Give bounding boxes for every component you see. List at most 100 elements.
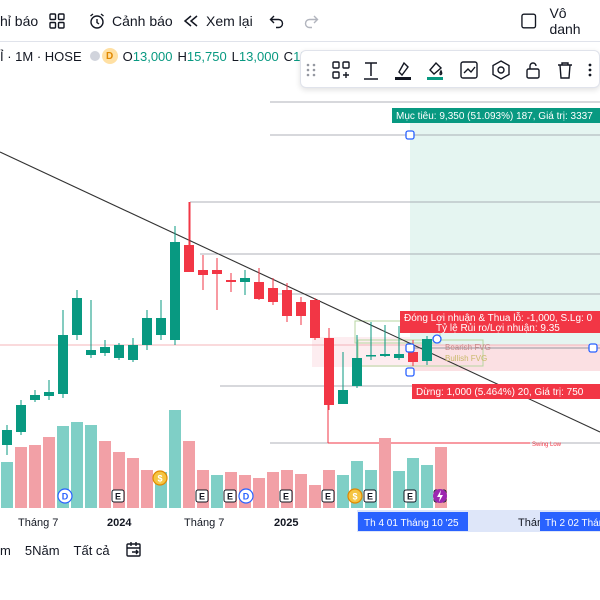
candle-body	[212, 270, 222, 274]
candle-body	[100, 347, 110, 353]
candle-body	[282, 290, 292, 316]
svg-text:E: E	[227, 492, 233, 502]
alert-button[interactable]: Cảnh báo	[88, 11, 173, 31]
svg-text:D: D	[62, 492, 69, 502]
svg-text:E: E	[367, 492, 373, 502]
event-marker-dividend[interactable]: $	[347, 488, 363, 504]
date-badge-1-text: Th 4 01 Tháng 10 '25	[364, 518, 459, 529]
volume-bar	[421, 465, 433, 508]
range-button-all[interactable]: Tất cả	[73, 542, 110, 558]
high-value: 15,750	[186, 48, 227, 64]
volume-bar	[1, 462, 13, 508]
add-template-icon[interactable]	[329, 58, 353, 82]
fill-color-icon[interactable]	[423, 58, 447, 82]
candle-body	[142, 318, 152, 345]
volume-bar	[29, 445, 41, 508]
candle-body	[16, 405, 26, 432]
candle-body	[268, 288, 278, 302]
text-color-icon[interactable]	[391, 58, 415, 82]
target-zone	[410, 123, 600, 345]
candle-body	[296, 302, 306, 316]
top-toolbar: hỉ báo Cảnh báo Xem lại	[0, 0, 600, 42]
event-marker-earnings[interactable]: E	[403, 489, 417, 503]
candle-body	[30, 395, 40, 400]
undo-button[interactable]	[268, 11, 286, 31]
symbol-name[interactable]: Ỉ · 1M · HOSE	[0, 48, 82, 64]
event-marker-earnings[interactable]: E	[195, 489, 209, 503]
candle-body	[128, 345, 138, 360]
volume-bar	[295, 474, 307, 508]
trash-icon[interactable]	[553, 58, 577, 82]
event-marker-earnings[interactable]: E	[111, 489, 125, 503]
event-marker-earnings[interactable]: E	[363, 489, 377, 503]
candle-body	[408, 352, 418, 362]
candle-body	[156, 318, 166, 335]
layout-square-icon	[521, 13, 537, 29]
volume-bar	[127, 458, 139, 508]
lock-icon[interactable]	[521, 58, 545, 82]
position-handle	[405, 367, 415, 377]
volume-bar	[15, 447, 27, 508]
date-badge-2-text: Th 2 02 Tháng	[545, 518, 600, 529]
settings-hex-icon[interactable]	[489, 58, 513, 82]
event-marker-dividend-d[interactable]: D	[238, 488, 254, 504]
status-dot	[89, 51, 100, 61]
svg-text:$: $	[352, 492, 357, 502]
bearish-fvg-label: Bearish FVG	[445, 343, 491, 352]
event-marker-dividend-d[interactable]: D	[57, 488, 73, 504]
candle-body	[72, 298, 82, 335]
candle-body	[170, 242, 180, 340]
fvg-box-mid	[357, 339, 484, 367]
volume-bar	[393, 471, 405, 508]
candle-body	[254, 282, 264, 299]
event-marker-ideas[interactable]	[433, 489, 447, 503]
more-options-icon[interactable]	[583, 58, 597, 82]
x-tick-2: 2024	[107, 517, 132, 529]
event-marker-dividend[interactable]: $	[152, 470, 168, 486]
trendline-handle	[432, 334, 442, 344]
volume-bar	[99, 441, 111, 508]
low-value: 13,000	[238, 48, 279, 64]
indicators-button[interactable]: hỉ báo	[0, 11, 38, 31]
range-button-m[interactable]: m	[0, 542, 11, 558]
range-button-5y[interactable]: 5Năm	[24, 542, 60, 558]
volume-bar	[309, 485, 321, 508]
drag-handle-icon[interactable]	[303, 58, 319, 82]
redo-button[interactable]	[302, 11, 320, 31]
candle-body	[380, 354, 390, 356]
pl-label-1: Đóng Lợi nhuận & Thua lỗ: -1,000, S.Lg: …	[404, 311, 593, 324]
pl-label-2: Tỷ lệ Rủi ro/Lợi nhuận: 9.35	[436, 322, 560, 334]
volume-bar	[267, 472, 279, 508]
price-chart[interactable]: Mục tiêu: 9,350 (51.093%) 187, Giá trị: …	[0, 88, 600, 535]
layout-grid-button[interactable]	[48, 11, 66, 31]
time-axis[interactable]: Tháng 7 2024 Tháng 7 2025 Tháng Th 4 01 …	[18, 510, 600, 532]
undo-icon	[269, 15, 284, 29]
volume-bar	[183, 441, 195, 508]
stop-zone	[410, 345, 600, 371]
event-marker-earnings[interactable]: E	[279, 489, 293, 503]
candle-body	[198, 270, 208, 275]
target-label: Mục tiêu: 9,350 (51.093%) 187, Giá trị: …	[396, 111, 593, 122]
date-range-icon[interactable]	[124, 541, 144, 559]
svg-text:E: E	[325, 492, 331, 502]
target-label-bg	[392, 108, 600, 123]
candle-body	[422, 339, 432, 361]
chart-settings-icon[interactable]	[457, 58, 481, 82]
event-marker-earnings[interactable]: E	[321, 489, 335, 503]
text-tool-icon[interactable]	[359, 58, 383, 82]
delayed-badge[interactable]: D	[101, 48, 118, 64]
svg-text:E: E	[115, 492, 121, 502]
noname-label: Vô danh	[549, 5, 581, 37]
open-key: O	[122, 48, 133, 64]
svg-text:D: D	[243, 492, 250, 502]
volume-bar	[71, 422, 83, 508]
replay-button[interactable]: Xem lại	[182, 11, 253, 31]
event-marker-earnings[interactable]: E	[223, 489, 237, 503]
pl-label-bg	[400, 311, 600, 333]
svg-text:E: E	[283, 492, 289, 502]
volume-bar	[211, 475, 223, 508]
noname-button[interactable]: Vô danh	[520, 5, 600, 37]
candle-body	[310, 300, 320, 338]
volume-bar	[57, 426, 69, 508]
